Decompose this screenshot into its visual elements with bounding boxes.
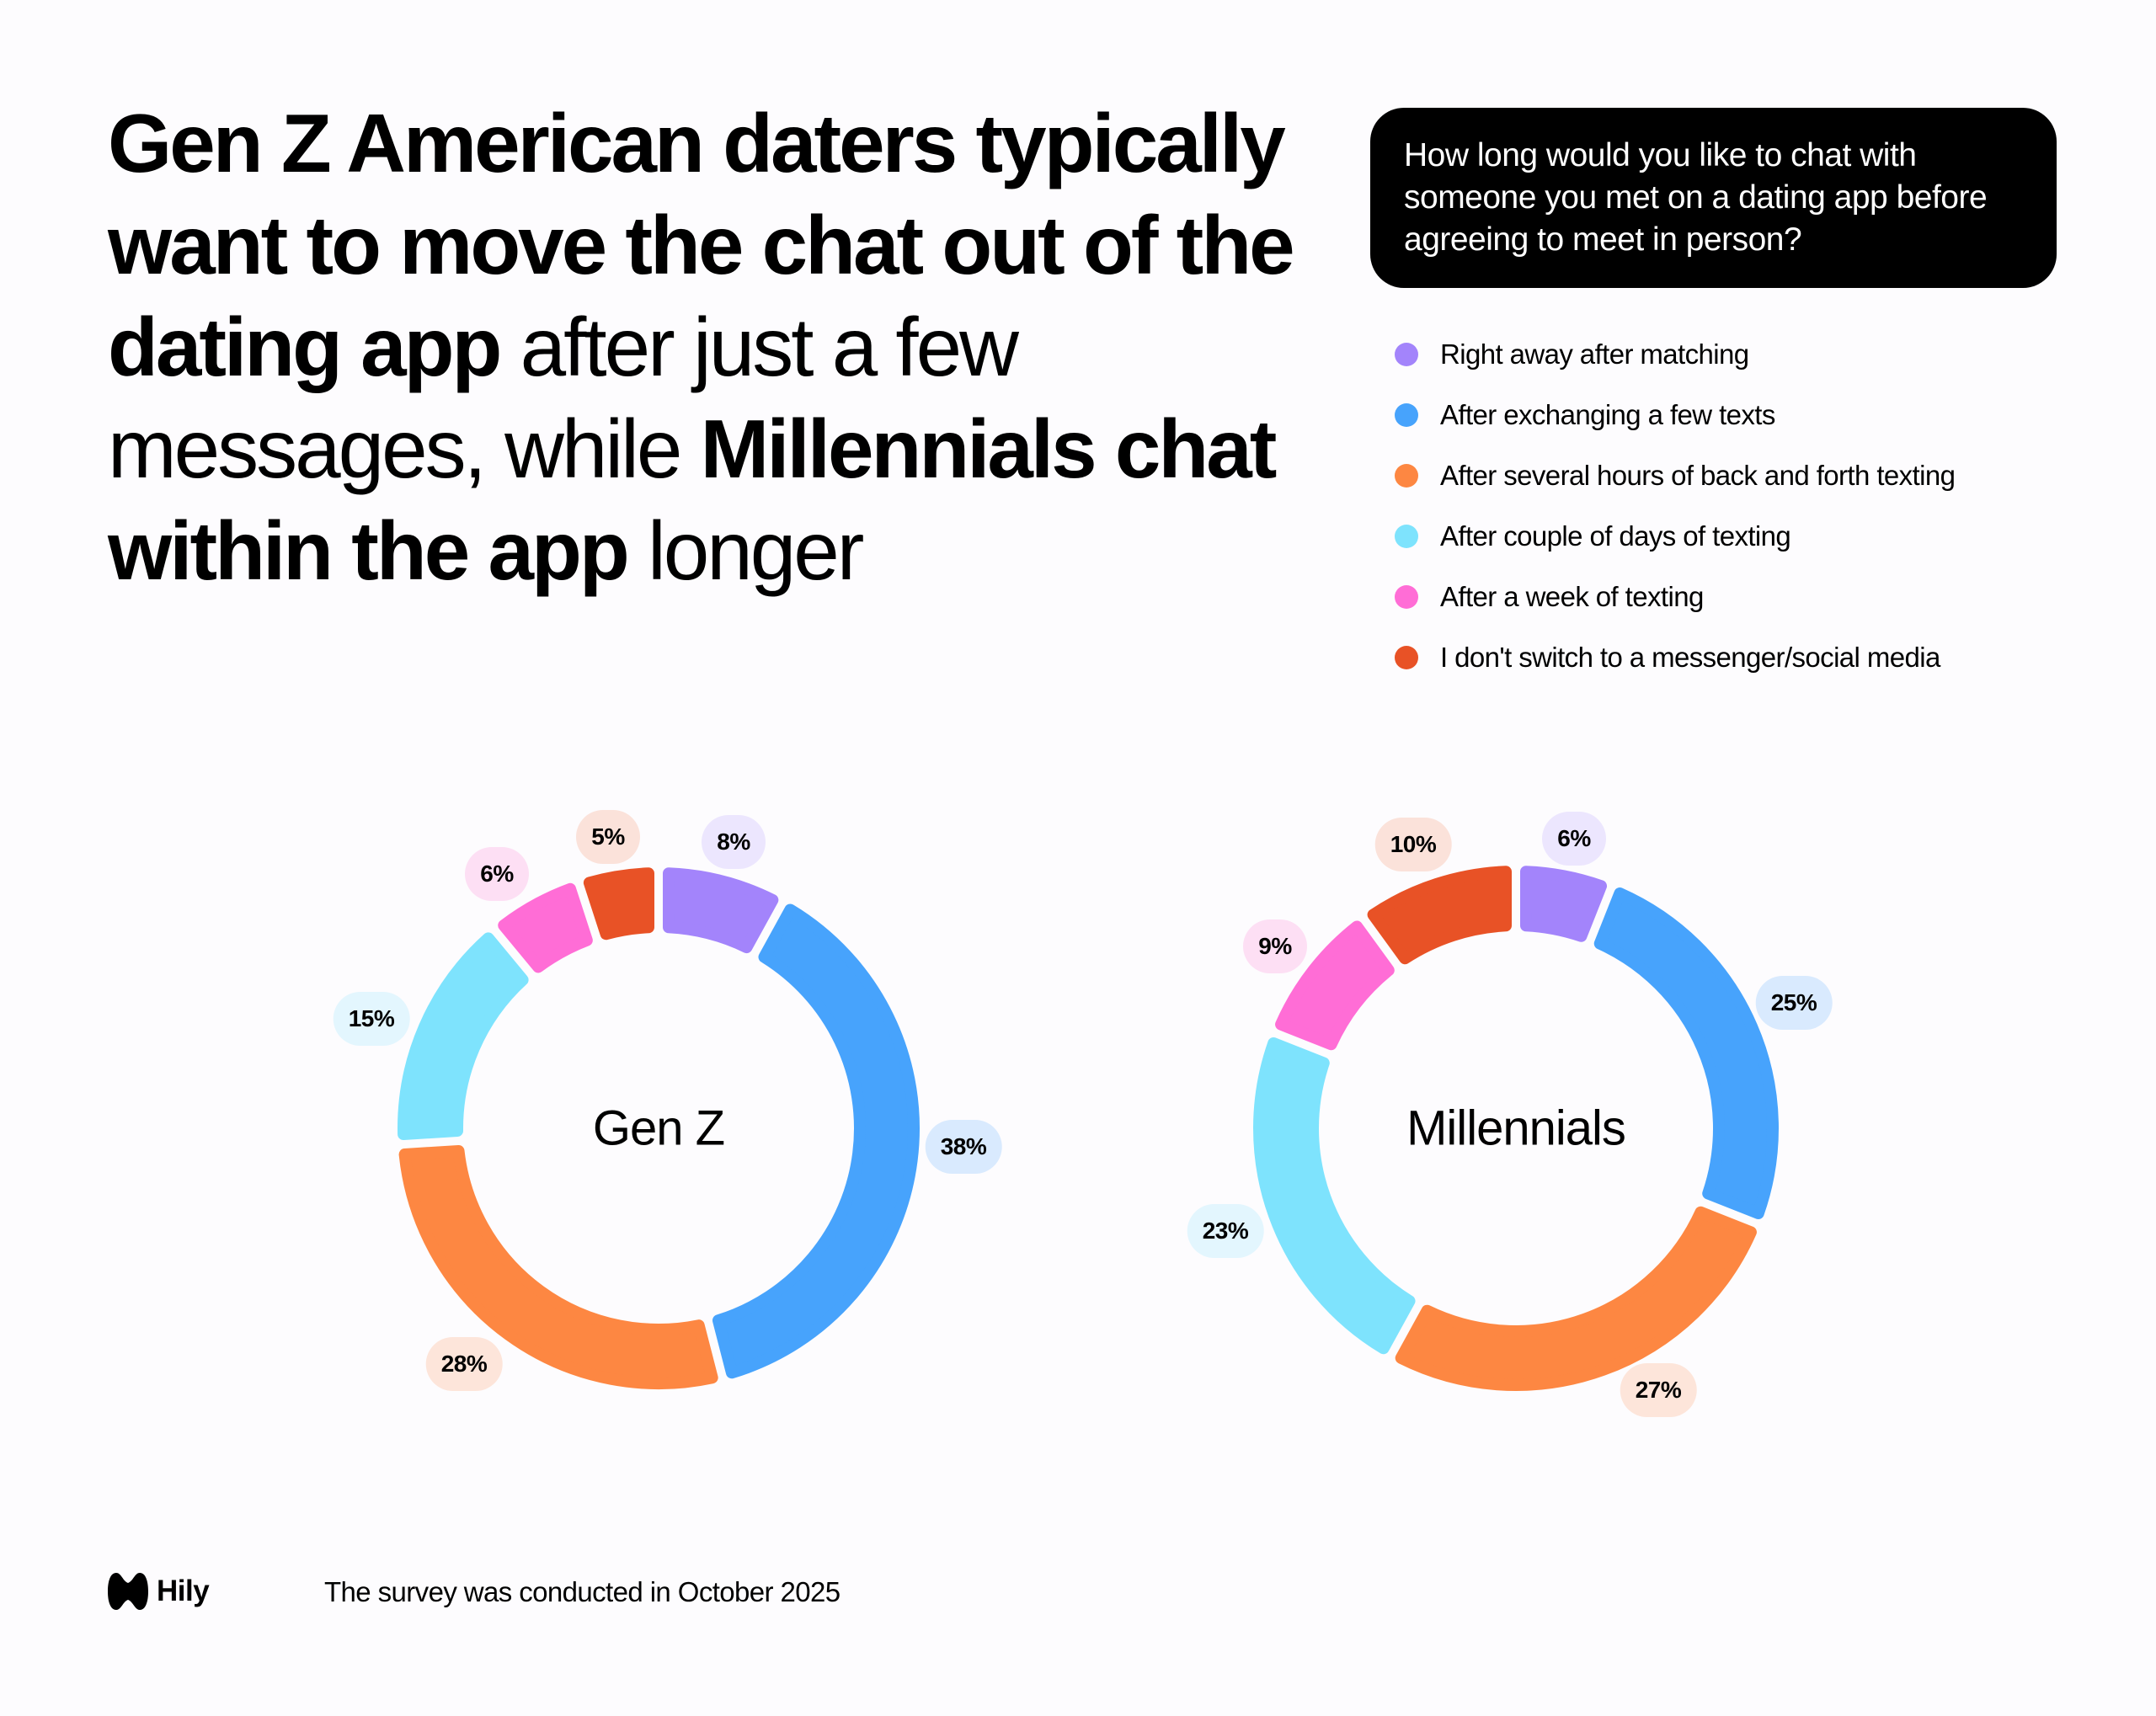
legend: Right away after matching After exchangi… xyxy=(1395,324,1956,688)
donut-segment xyxy=(662,867,779,954)
hily-logo-icon xyxy=(108,1573,148,1610)
headline-regular-2: longer xyxy=(627,504,864,597)
donut-segment xyxy=(1593,887,1779,1220)
legend-dot-icon xyxy=(1395,464,1418,488)
hily-logo: Hily xyxy=(108,1571,210,1612)
percentage-badge: 27% xyxy=(1620,1363,1697,1417)
legend-dot-icon xyxy=(1395,646,1418,669)
legend-item: After couple of days of texting xyxy=(1395,506,1955,567)
survey-footnote: The survey was conducted in October 2025 xyxy=(324,1576,841,1607)
legend-label: I don't switch to a messenger/social med… xyxy=(1440,642,1940,673)
legend-label: After couple of days of texting xyxy=(1440,520,1791,552)
percentage-badge: 8% xyxy=(702,815,766,869)
percentage-badge: 6% xyxy=(465,847,529,901)
headline-regular-1: after just a few messages, while xyxy=(108,301,1019,495)
legend-item: After exchanging a few texts xyxy=(1395,385,1955,445)
headline-bold-1: Gen Z American daters typically want to … xyxy=(108,97,1295,393)
donut-segment xyxy=(398,932,529,1141)
legend-item: After several hours of back and forth te… xyxy=(1395,445,1956,506)
brand-name: Hily xyxy=(157,1575,210,1607)
percentage-badge: 9% xyxy=(1243,919,1307,973)
legend-dot-icon xyxy=(1395,585,1418,609)
percentage-badge: 6% xyxy=(1542,812,1606,866)
percentage-badge: 23% xyxy=(1187,1204,1264,1258)
donut-segment xyxy=(1395,1206,1757,1391)
percentage-badge: 28% xyxy=(425,1337,503,1391)
legend-item: Right away after matching xyxy=(1395,324,1955,385)
survey-question-text: How long would you like to chat with som… xyxy=(1404,137,1988,258)
percentage-badge: 25% xyxy=(1755,976,1833,1030)
legend-dot-icon xyxy=(1395,525,1418,548)
headline: Gen Z American daters typically want to … xyxy=(108,93,1321,602)
percentage-badge: 15% xyxy=(333,992,410,1046)
donut-center-label-gen-z: Gen Z xyxy=(592,1100,725,1156)
legend-item: After a week of texting xyxy=(1395,567,1955,627)
donut-segment xyxy=(1253,1037,1416,1355)
percentage-badge: 10% xyxy=(1374,818,1452,871)
donut-center-label-millennials: Millennials xyxy=(1406,1100,1626,1156)
percentage-badge: 38% xyxy=(925,1120,1002,1174)
legend-label: After several hours of back and forth te… xyxy=(1440,460,1956,491)
donut-segment xyxy=(1367,866,1513,965)
headline-bold-2: Millennials chat within the app xyxy=(108,402,1277,597)
donut-segment xyxy=(712,903,920,1379)
legend-item: I don't switch to a messenger/social med… xyxy=(1395,627,1955,688)
donut-segment xyxy=(583,867,655,941)
legend-dot-icon xyxy=(1395,343,1418,366)
survey-question-box: How long would you like to chat with som… xyxy=(1370,108,2057,288)
donut-segment xyxy=(498,882,593,973)
legend-dot-icon xyxy=(1395,403,1418,427)
legend-label: After a week of texting xyxy=(1440,581,1704,612)
donut-segment xyxy=(1519,866,1608,942)
percentage-badge: 5% xyxy=(576,810,640,864)
legend-label: Right away after matching xyxy=(1440,338,1749,370)
legend-label: After exchanging a few texts xyxy=(1440,399,1775,430)
